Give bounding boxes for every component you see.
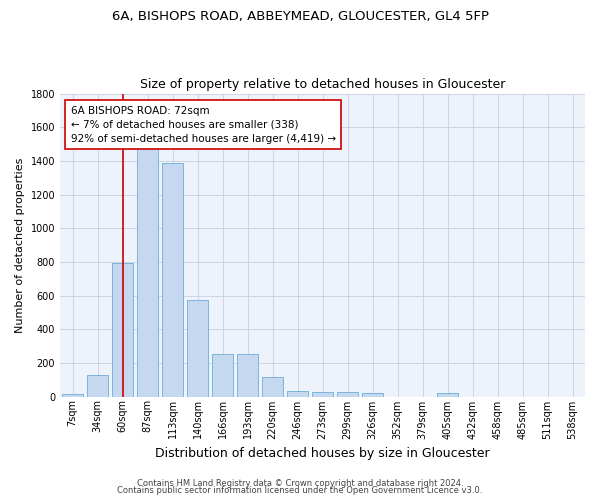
Text: Contains HM Land Registry data © Crown copyright and database right 2024.: Contains HM Land Registry data © Crown c… <box>137 478 463 488</box>
Bar <box>87 374 108 396</box>
Bar <box>187 300 208 396</box>
Bar <box>237 354 258 397</box>
Bar <box>437 393 458 396</box>
Bar <box>62 394 83 396</box>
Bar <box>137 148 158 396</box>
Text: 6A, BISHOPS ROAD, ABBEYMEAD, GLOUCESTER, GL4 5FP: 6A, BISHOPS ROAD, ABBEYMEAD, GLOUCESTER,… <box>112 10 488 23</box>
Bar <box>287 390 308 396</box>
Text: 6A BISHOPS ROAD: 72sqm
← 7% of detached houses are smaller (338)
92% of semi-det: 6A BISHOPS ROAD: 72sqm ← 7% of detached … <box>71 106 335 144</box>
Bar <box>212 354 233 397</box>
Text: Contains public sector information licensed under the Open Government Licence v3: Contains public sector information licen… <box>118 486 482 495</box>
Bar <box>337 392 358 396</box>
X-axis label: Distribution of detached houses by size in Gloucester: Distribution of detached houses by size … <box>155 447 490 460</box>
Bar <box>112 262 133 396</box>
Bar <box>262 377 283 396</box>
Title: Size of property relative to detached houses in Gloucester: Size of property relative to detached ho… <box>140 78 505 91</box>
Bar <box>312 392 333 396</box>
Y-axis label: Number of detached properties: Number of detached properties <box>15 158 25 332</box>
Bar <box>362 393 383 396</box>
Bar <box>162 164 183 396</box>
